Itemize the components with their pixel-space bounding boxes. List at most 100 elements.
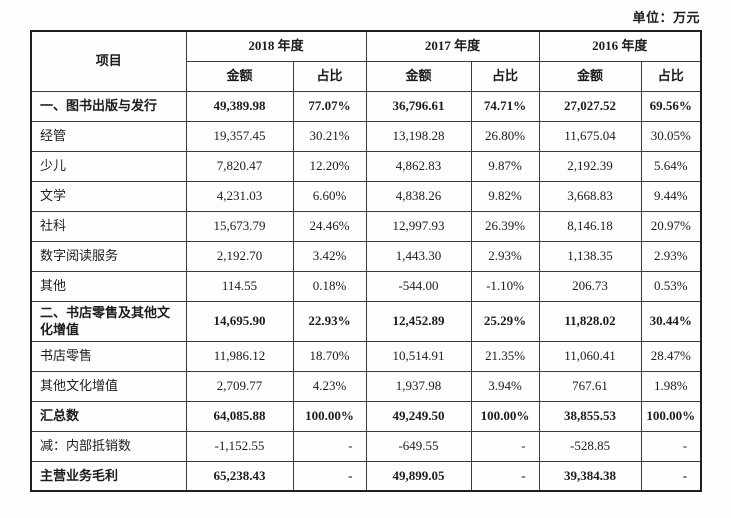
table-row: 二、书店零售及其他文化增值 14,695.90 22.93% 12,452.89 25.…	[30, 300, 702, 342]
amount-cell: 7,820.47	[185, 150, 294, 182]
table-row: 汇总数 64,085.88 100.00% 49,249.50 100.00% 38,85…	[30, 400, 702, 432]
table-row: 社科 15,673.79 24.46% 12,997.93 26.39% 8,146.18…	[30, 210, 702, 242]
amount-cell: 1,937.98	[365, 370, 472, 402]
amount-cell: 65,238.43	[185, 460, 294, 492]
table-row: 经管 19,357.45 30.21% 13,198.28 26.80% 11,675.0…	[30, 120, 702, 152]
amount-cell: 15,673.79	[185, 210, 294, 242]
amount-cell: 1,138.35	[538, 240, 642, 272]
ratio-cell: 24.46%	[292, 210, 367, 242]
row-label: 书店零售	[30, 340, 187, 372]
amount-cell: 10,514.91	[365, 340, 472, 372]
row-label: 其他	[30, 270, 187, 302]
amount-cell: 64,085.88	[185, 400, 294, 432]
ratio-cell: 3.94%	[470, 370, 540, 402]
ratio-cell: 1.98%	[640, 370, 702, 402]
ratio-cell: 69.56%	[640, 90, 702, 122]
row-label: 其他文化增值	[30, 370, 187, 402]
ratio-cell: -	[640, 430, 702, 462]
ratio-cell: 20.97%	[640, 210, 702, 242]
ratio-cell: 30.44%	[640, 300, 702, 342]
amount-cell: 13,198.28	[365, 120, 472, 152]
column-header-2018: 2018 年度	[185, 30, 367, 62]
ratio-cell: 28.47%	[640, 340, 702, 372]
row-label: 二、书店零售及其他文化增值	[30, 300, 187, 342]
column-header-2016: 2016 年度	[538, 30, 702, 62]
ratio-cell: 9.82%	[470, 180, 540, 212]
subheader-amount-2018: 金额	[185, 60, 294, 92]
amount-cell: -1,152.55	[185, 430, 294, 462]
ratio-cell: -	[640, 460, 702, 492]
ratio-cell: 2.93%	[640, 240, 702, 272]
amount-cell: 27,027.52	[538, 90, 642, 122]
table-row: 少儿 7,820.47 12.20% 4,862.83 9.87% 2,192.39 5.6…	[30, 150, 702, 182]
row-label: 经管	[30, 120, 187, 152]
amount-cell: 3,668.83	[538, 180, 642, 212]
unit-label: 单位：万元	[632, 10, 700, 25]
ratio-cell: 26.39%	[470, 210, 540, 242]
amount-cell: 11,986.12	[185, 340, 294, 372]
ratio-cell: -	[292, 460, 367, 492]
ratio-cell: 12.20%	[292, 150, 367, 182]
amount-cell: 4,231.03	[185, 180, 294, 212]
amount-cell: 49,249.50	[365, 400, 472, 432]
amount-cell: 4,838.26	[365, 180, 472, 212]
table-row: 一、图书出版与发行 49,389.98 77.07% 36,796.61 74.71% 2…	[30, 90, 702, 122]
ratio-cell: 0.53%	[640, 270, 702, 302]
table-row: 数字阅读服务 2,192.70 3.42% 1,443.30 2.93% 1,138.35…	[30, 240, 702, 272]
financial-table: 项目 2018 年度 2017 年度 2016 年度 金额 占比 金额 占比 金…	[30, 30, 703, 493]
table-row: 主营业务毛利 65,238.43-49,899.05-39,384.38-	[30, 460, 702, 492]
amount-cell: 36,796.61	[365, 90, 472, 122]
subheader-row: 金额 占比 金额 占比 金额 占比	[31, 60, 702, 92]
table-row: 其他 114.55 0.18% -544.00 -1.10% 206.73 0.53%	[30, 270, 702, 302]
amount-cell: 206.73	[538, 270, 642, 302]
amount-cell: 1,443.30	[365, 240, 472, 272]
ratio-cell: -	[292, 430, 367, 462]
amount-cell: 19,357.45	[185, 120, 294, 152]
ratio-cell: 6.60%	[292, 180, 367, 212]
amount-cell: 4,862.83	[365, 150, 472, 182]
row-label: 社科	[30, 210, 187, 242]
table-row: 文学 4,231.03 6.60% 4,838.26 9.82% 3,668.83 9.44…	[30, 180, 702, 212]
amount-cell: 2,709.77	[185, 370, 294, 402]
subheader-amount-2016: 金额	[538, 60, 642, 92]
ratio-cell: 21.35%	[470, 340, 540, 372]
year-header-row: 项目 2018 年度 2017 年度 2016 年度	[30, 30, 702, 92]
table-row: 减：内部抵销数 -1,152.55- -649.55- -528.85-	[30, 430, 702, 462]
ratio-cell: 22.93%	[292, 300, 367, 342]
amount-cell: 8,146.18	[538, 210, 642, 242]
ratio-cell: -	[470, 430, 540, 462]
amount-cell: 12,997.93	[365, 210, 472, 242]
amount-cell: 2,192.39	[538, 150, 642, 182]
row-label: 少儿	[30, 150, 187, 182]
amount-cell: 49,899.05	[365, 460, 472, 492]
ratio-cell: 4.23%	[292, 370, 367, 402]
subheader-ratio-2017: 占比	[470, 60, 540, 92]
subheader-ratio-2018: 占比	[292, 60, 367, 92]
ratio-cell: 2.93%	[470, 240, 540, 272]
table-row: 书店零售 11,986.12 18.70% 10,514.91 21.35% 11,060…	[30, 340, 702, 372]
ratio-cell: 100.00%	[640, 400, 702, 432]
ratio-cell: 26.80%	[470, 120, 540, 152]
amount-cell: 767.61	[538, 370, 642, 402]
amount-cell: 11,828.02	[538, 300, 642, 342]
column-header-2017: 2017 年度	[365, 30, 540, 62]
ratio-cell: 25.29%	[470, 300, 540, 342]
amount-cell: 38,855.53	[538, 400, 642, 432]
amount-cell: 114.55	[185, 270, 294, 302]
ratio-cell: 77.07%	[292, 90, 367, 122]
amount-cell: 39,384.38	[538, 460, 642, 492]
amount-cell: 11,060.41	[538, 340, 642, 372]
ratio-cell: 30.05%	[640, 120, 702, 152]
row-label: 减：内部抵销数	[30, 430, 187, 462]
subheader-amount-2017: 金额	[365, 60, 472, 92]
amount-cell: 11,675.04	[538, 120, 642, 152]
amount-cell: -528.85	[538, 430, 642, 462]
ratio-cell: -1.10%	[470, 270, 540, 302]
ratio-cell: 5.64%	[640, 150, 702, 182]
amount-cell: -544.00	[365, 270, 472, 302]
amount-cell: -649.55	[365, 430, 472, 462]
ratio-cell: 100.00%	[292, 400, 367, 432]
ratio-cell: 18.70%	[292, 340, 367, 372]
ratio-cell: 9.44%	[640, 180, 702, 212]
row-label: 一、图书出版与发行	[30, 90, 187, 122]
